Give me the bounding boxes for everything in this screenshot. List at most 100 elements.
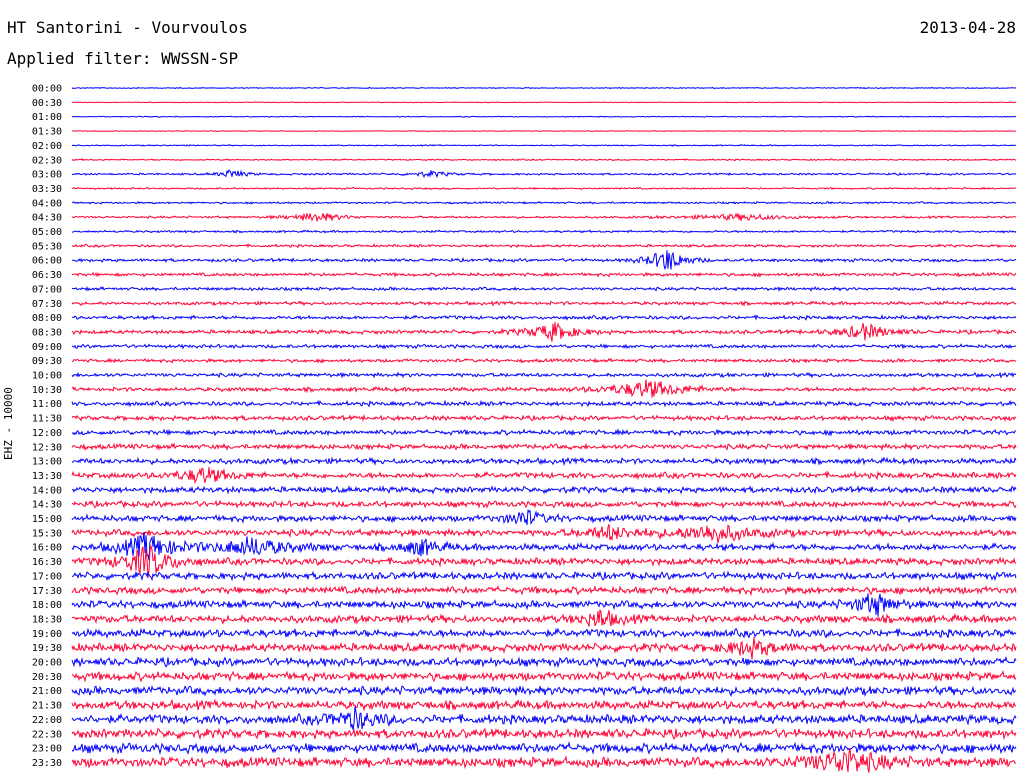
trace-line — [71, 741, 1017, 755]
trace-line — [72, 101, 1017, 104]
row-time-label: 07:00 — [32, 284, 62, 295]
trace-line — [71, 357, 1017, 364]
filter-label: Applied filter: WWSSN-SP — [7, 49, 239, 68]
trace-line — [71, 399, 1017, 408]
row-time-label: 10:30 — [32, 385, 62, 396]
trace-line — [71, 271, 1017, 278]
trace-line — [72, 115, 1017, 118]
trace-line — [71, 456, 1017, 467]
trace-line — [71, 371, 1017, 379]
trace-line — [71, 413, 1017, 423]
row-time-label: 12:30 — [32, 442, 62, 453]
trace-line — [71, 509, 1017, 526]
trace-line — [71, 484, 1017, 495]
trace-line — [71, 322, 1017, 342]
trace-line — [71, 593, 1017, 617]
trace-line — [71, 286, 1017, 292]
row-time-label: 22:00 — [32, 715, 62, 726]
row-time-label: 18:00 — [32, 600, 62, 611]
trace-line — [71, 379, 1017, 398]
trace-line — [71, 86, 1017, 90]
row-time-label: 23:00 — [32, 744, 62, 755]
row-time-label: 02:30 — [32, 155, 62, 166]
row-time-label: 03:30 — [32, 184, 62, 195]
row-time-label: 12:00 — [32, 428, 62, 439]
row-time-label: 04:30 — [32, 213, 62, 224]
trace-line — [71, 466, 1017, 485]
row-time-label: 11:00 — [32, 399, 62, 410]
row-time-label: 07:30 — [32, 299, 62, 310]
row-time-label: 20:30 — [32, 672, 62, 683]
trace-line — [71, 130, 1017, 133]
row-time-label: 02:00 — [32, 141, 62, 152]
row-time-label: 19:00 — [32, 629, 62, 640]
trace-line — [71, 727, 1017, 741]
row-time-label: 17:30 — [32, 586, 62, 597]
trace-line — [71, 442, 1017, 452]
row-time-label: 14:00 — [32, 485, 62, 496]
station-title: HT Santorini - Vourvoulos — [7, 18, 248, 37]
trace-line — [72, 229, 1017, 234]
row-time-label: 00:00 — [32, 84, 62, 95]
row-time-label: 13:30 — [32, 471, 62, 482]
trace-line — [71, 243, 1017, 249]
row-time-label: 13:00 — [32, 457, 62, 468]
row-time-label: 06:00 — [32, 256, 62, 267]
trace-line — [71, 627, 1017, 639]
row-time-label: 11:30 — [32, 414, 62, 425]
row-time-label: 23:30 — [32, 758, 62, 769]
row-time-label: 20:00 — [32, 658, 62, 669]
row-time-label: 15:30 — [32, 528, 62, 539]
trace-line — [71, 524, 1017, 544]
trace-line — [71, 169, 1017, 179]
trace-line — [71, 570, 1017, 582]
row-time-label: 19:30 — [32, 643, 62, 654]
row-time-label: 16:00 — [32, 543, 62, 554]
row-time-label: 14:30 — [32, 500, 62, 511]
trace-line — [71, 544, 1017, 579]
trace-line — [71, 300, 1017, 307]
trace-line — [71, 684, 1017, 698]
trace-line — [71, 655, 1017, 669]
trace-line — [71, 428, 1017, 437]
trace-line — [71, 158, 1017, 162]
date-label: 2013-04-28 — [919, 18, 1016, 37]
row-time-label: 16:30 — [32, 557, 62, 568]
trace-line — [71, 669, 1017, 683]
row-time-label: 05:30 — [32, 241, 62, 252]
row-time-label: 08:30 — [32, 327, 62, 338]
trace-line — [71, 698, 1017, 712]
row-time-label: 09:00 — [32, 342, 62, 353]
trace-line — [71, 609, 1017, 627]
trace-line — [71, 637, 1017, 660]
row-time-label: 17:00 — [32, 571, 62, 582]
row-time-label: 21:30 — [32, 701, 62, 712]
trace-line — [71, 144, 1017, 147]
row-time-label: 09:30 — [32, 356, 62, 367]
trace-line — [71, 499, 1017, 510]
trace-line — [71, 250, 1017, 271]
trace-line — [71, 343, 1017, 350]
row-time-label: 06:30 — [32, 270, 62, 281]
row-time-label: 10:00 — [32, 371, 62, 382]
trace-line — [71, 314, 1017, 321]
trace-line — [71, 532, 1017, 561]
trace-line — [71, 200, 1017, 205]
row-time-label: 00:30 — [32, 98, 62, 109]
trace-line — [71, 706, 1017, 730]
row-time-label: 05:00 — [32, 227, 62, 238]
row-time-label: 01:00 — [32, 112, 62, 123]
row-time-label: 01:30 — [32, 127, 62, 138]
row-time-label: 21:00 — [32, 686, 62, 697]
row-time-label: 08:00 — [32, 313, 62, 324]
trace-line — [71, 212, 1017, 222]
row-time-label: 15:00 — [32, 514, 62, 525]
trace-line — [71, 584, 1017, 597]
row-time-label: 18:30 — [32, 614, 62, 625]
row-time-label: 22:30 — [32, 729, 62, 740]
row-time-label: 03:00 — [32, 170, 62, 181]
trace-line — [71, 748, 1017, 773]
row-time-label: 04:00 — [32, 198, 62, 209]
trace-line — [71, 186, 1017, 191]
